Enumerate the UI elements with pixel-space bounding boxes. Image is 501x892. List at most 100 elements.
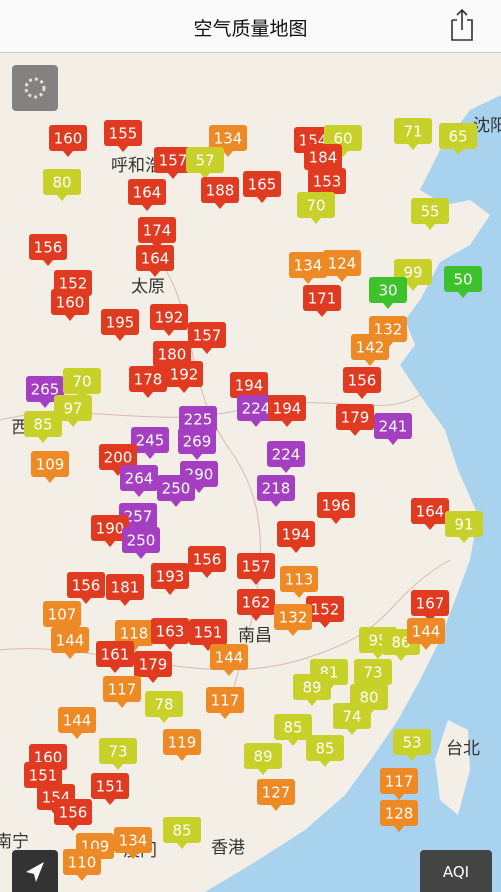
- aqi-marker[interactable]: 80: [43, 169, 81, 201]
- aqi-marker[interactable]: 128: [380, 800, 418, 832]
- aqi-marker[interactable]: 89: [293, 674, 331, 706]
- marker-box: [150, 304, 188, 330]
- aqi-marker[interactable]: 97: [54, 395, 92, 427]
- aqi-marker[interactable]: 190: [91, 515, 129, 547]
- aqi-marker[interactable]: 124: [323, 250, 361, 282]
- aqi-marker[interactable]: 160: [49, 125, 87, 157]
- aqi-marker[interactable]: 156: [188, 546, 226, 578]
- aqi-marker[interactable]: 151: [91, 773, 129, 805]
- aqi-marker[interactable]: 30: [369, 277, 407, 309]
- aqi-marker[interactable]: 178: [129, 366, 167, 398]
- aqi-marker[interactable]: 160: [51, 289, 89, 321]
- aqi-marker[interactable]: 181: [106, 574, 144, 606]
- aqi-marker[interactable]: 250: [122, 527, 160, 559]
- marker-pointer: [65, 653, 75, 659]
- aqi-marker[interactable]: 156: [67, 572, 105, 604]
- aqi-marker[interactable]: 57: [186, 147, 224, 179]
- aqi-marker[interactable]: 85: [306, 735, 344, 767]
- aqi-button[interactable]: AQI: [420, 850, 492, 892]
- aqi-marker[interactable]: 171: [303, 285, 341, 317]
- aqi-marker[interactable]: 109: [31, 451, 69, 483]
- aqi-marker[interactable]: 89: [244, 743, 282, 775]
- aqi-marker[interactable]: 165: [243, 171, 281, 203]
- aqi-marker[interactable]: 194: [268, 395, 306, 427]
- aqi-marker[interactable]: 156: [54, 799, 92, 831]
- share-button[interactable]: [448, 8, 476, 42]
- aqi-marker[interactable]: 144: [51, 627, 89, 659]
- aqi-marker[interactable]: 157: [154, 147, 192, 179]
- aqi-marker[interactable]: 144: [58, 707, 96, 739]
- aqi-marker[interactable]: 156: [29, 234, 67, 266]
- aqi-marker[interactable]: 194: [277, 521, 315, 553]
- aqi-marker[interactable]: 179: [134, 651, 172, 683]
- aqi-marker[interactable]: 78: [145, 691, 183, 723]
- aqi-marker[interactable]: 194: [230, 372, 268, 404]
- aqi-marker[interactable]: 110: [63, 849, 101, 881]
- aqi-marker[interactable]: 53: [393, 729, 431, 761]
- aqi-marker[interactable]: 196: [317, 492, 355, 524]
- aqi-marker[interactable]: 164: [128, 179, 166, 211]
- aqi-marker[interactable]: 74: [333, 703, 371, 735]
- aqi-marker[interactable]: 117: [206, 687, 244, 719]
- aqi-marker[interactable]: 157: [188, 322, 226, 354]
- aqi-marker[interactable]: 162: [237, 589, 275, 621]
- aqi-marker[interactable]: 200: [99, 444, 137, 476]
- aqi-marker[interactable]: 85: [24, 411, 62, 443]
- marker-pointer: [373, 653, 383, 659]
- aqi-marker[interactable]: 224: [237, 395, 275, 427]
- aqi-marker[interactable]: 195: [101, 309, 139, 341]
- aqi-marker[interactable]: 85: [274, 714, 312, 746]
- aqi-marker[interactable]: 245: [131, 427, 169, 459]
- aqi-marker[interactable]: 164: [411, 498, 449, 530]
- marker-value: 156: [193, 551, 222, 569]
- aqi-marker[interactable]: 193: [151, 563, 189, 595]
- aqi-marker[interactable]: 73: [99, 738, 137, 770]
- aqi-marker[interactable]: 184: [304, 144, 342, 176]
- aqi-marker[interactable]: 134: [114, 827, 152, 859]
- aqi-marker[interactable]: 127: [257, 779, 295, 811]
- aqi-marker[interactable]: 192: [165, 361, 203, 393]
- aqi-marker[interactable]: 250: [157, 475, 195, 507]
- aqi-marker[interactable]: 119: [163, 729, 201, 761]
- aqi-marker[interactable]: 142: [351, 334, 389, 366]
- aqi-marker[interactable]: 55: [411, 198, 449, 230]
- aqi-marker[interactable]: 174: [138, 217, 176, 249]
- aqi-marker[interactable]: 265: [26, 376, 64, 408]
- aqi-marker[interactable]: 161: [96, 641, 134, 673]
- aqi-marker[interactable]: 65: [439, 123, 477, 155]
- aqi-marker[interactable]: 224: [267, 441, 305, 473]
- aqi-marker[interactable]: 113: [280, 566, 318, 598]
- aqi-marker[interactable]: 152: [306, 596, 344, 628]
- aqi-marker[interactable]: 192: [150, 304, 188, 336]
- aqi-marker[interactable]: 155: [104, 120, 142, 152]
- aqi-marker[interactable]: 164: [136, 245, 174, 277]
- aqi-marker[interactable]: 241: [374, 413, 412, 445]
- aqi-marker[interactable]: 117: [380, 768, 418, 800]
- aqi-marker[interactable]: 107: [43, 601, 81, 633]
- aqi-marker[interactable]: 132: [274, 604, 312, 636]
- aqi-marker[interactable]: 157: [237, 553, 275, 585]
- aqi-marker[interactable]: 50: [444, 266, 482, 298]
- aqi-marker[interactable]: 188: [201, 177, 239, 209]
- aqi-marker[interactable]: 269: [178, 428, 216, 460]
- aqi-marker[interactable]: 179: [336, 404, 374, 436]
- aqi-marker[interactable]: 134: [289, 252, 327, 284]
- aqi-marker[interactable]: 156: [343, 367, 381, 399]
- aqi-marker[interactable]: 167: [411, 590, 449, 622]
- aqi-marker[interactable]: 71: [394, 118, 432, 150]
- aqi-marker[interactable]: 144: [210, 644, 248, 676]
- aqi-marker[interactable]: 218: [257, 475, 295, 507]
- aqi-marker[interactable]: 134: [209, 125, 247, 157]
- aqi-marker[interactable]: 264: [120, 465, 158, 497]
- aqi-marker[interactable]: 144: [407, 618, 445, 650]
- aqi-marker[interactable]: 85: [163, 817, 201, 849]
- aqi-marker[interactable]: 118: [115, 620, 153, 652]
- aqi-marker[interactable]: 163: [151, 618, 189, 650]
- aqi-marker[interactable]: 151: [189, 619, 227, 651]
- aqi-marker[interactable]: 70: [297, 192, 335, 224]
- aqi-marker[interactable]: 117: [103, 676, 141, 708]
- loading-button[interactable]: [12, 65, 58, 111]
- locate-button[interactable]: [12, 850, 58, 892]
- aqi-marker[interactable]: 91: [445, 511, 483, 543]
- marker-value: 74: [342, 708, 361, 726]
